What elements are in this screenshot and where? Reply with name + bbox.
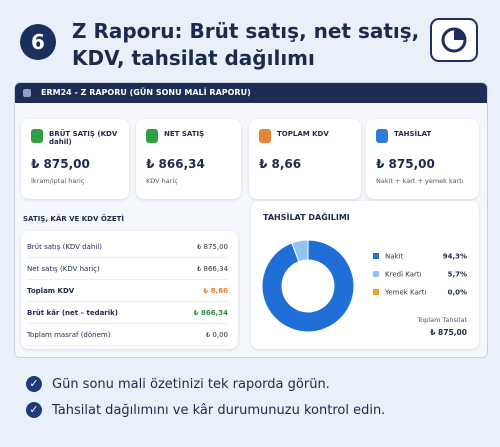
window-title: ERM24 - Z RAPORU (GÜN SONU MALİ RAPORU) xyxy=(41,88,251,97)
card-note: Nakit + kart + yemek kartı xyxy=(376,177,464,185)
title: Z Raporu: Brüt satış, net satış, KDV, ta… xyxy=(72,18,419,72)
legend-label: Kredi Kartı xyxy=(385,271,422,279)
summary-row: Net satış (KDV hariç) ₺ 866,34 xyxy=(27,259,228,280)
card-label: BRÜT SATIŞ (KDV dahil) xyxy=(49,130,118,146)
stat-card: BRÜT SATIŞ (KDV dahil) ₺ 875,00 İkram/ipta… xyxy=(21,119,129,199)
total-label: Toplam Tahsilat xyxy=(417,316,467,324)
card-icon xyxy=(259,129,271,143)
card-value: ₺ 866,34 xyxy=(146,157,205,171)
total-value: ₺ 875,00 xyxy=(430,328,467,337)
report-window: ERM24 - Z RAPORU (GÜN SONU MALİ RAPORU) … xyxy=(14,82,488,358)
card-icon xyxy=(31,129,43,143)
legend-value: 5,7% xyxy=(448,271,467,279)
row-value: ₺ 866,34 xyxy=(193,309,228,317)
row-value: ₺ 8,66 xyxy=(203,287,228,295)
summary-row: Toplam KDV ₺ 8,66 xyxy=(27,281,228,302)
row-label: Toplam masraf (dönem) xyxy=(27,331,111,339)
summary-row: Brüt kâr (net – tedarik) ₺ 866,34 xyxy=(27,303,228,324)
collection-title: TAHSİLAT DAĞILIMI xyxy=(263,213,350,222)
bullet-text: Gün sonu mali özetinizi tek raporda görü… xyxy=(52,376,330,392)
legend-value: 0,0% xyxy=(448,289,467,297)
card-icon xyxy=(146,129,158,143)
report-icon xyxy=(430,18,478,62)
card-note: İkram/iptal hariç xyxy=(31,177,85,185)
donut-slice xyxy=(261,239,355,333)
row-label: Brüt satış (KDV dahil) xyxy=(27,243,102,251)
bullet-text: Tahsilat dağılımını ve kâr durumunuzu ko… xyxy=(52,402,386,418)
legend-swatch xyxy=(373,289,379,295)
row-label: Net satış (KDV hariç) xyxy=(27,265,100,273)
row-value: ₺ 866,34 xyxy=(196,265,228,273)
row-label: Toplam KDV xyxy=(27,287,75,295)
stat-card: NET SATIŞ ₺ 866,34 KDV hariç xyxy=(136,119,241,199)
card-label: NET SATIŞ xyxy=(164,130,205,138)
collection-panel: TAHSİLAT DAĞILIMI Nakit 94,3% Kredi Kartı 5… xyxy=(251,201,479,349)
card-value: ₺ 875,00 xyxy=(376,157,435,171)
title-line: Z Raporu: Brüt satış, net satış, xyxy=(72,19,420,43)
title-line: KDV, tahsilat dağılımı xyxy=(72,46,315,70)
card-icon xyxy=(376,129,388,143)
card-label: TAHSİLAT xyxy=(394,130,432,138)
row-value: ₺ 875,00 xyxy=(196,243,228,251)
summary-table: Brüt satış (KDV dahil) ₺ 875,00 Net satış … xyxy=(21,231,238,349)
card-note: KDV hariç xyxy=(146,177,178,185)
donut-chart: Nakit 94,3% Kredi Kartı 5,7% Yemek Kartı 0,0% xyxy=(261,239,467,333)
legend-label: Yemek Kartı xyxy=(384,289,426,297)
bullet: ✓ Tahsilat dağılımını ve kâr durumunuzu k… xyxy=(26,402,385,418)
stat-card: TAHSİLAT ₺ 875,00 Nakit + kart + yemek kar… xyxy=(366,119,479,199)
bullet: ✓ Gün sonu mali özetinizi tek raporda gör… xyxy=(26,376,330,392)
legend-value: 94,3% xyxy=(443,253,467,261)
summary-row: Toplam masraf (dönem) ₺ 0,00 xyxy=(27,325,228,346)
summary-title: SATIŞ, KÂR VE KDV ÖZETİ xyxy=(23,215,125,223)
legend-swatch xyxy=(373,271,379,277)
stat-card: TOPLAM KDV ₺ 8,66 xyxy=(249,119,361,199)
step-badge: 6 xyxy=(20,24,56,60)
donut-slice xyxy=(291,239,309,263)
row-label: Brüt kâr (net – tedarik) xyxy=(27,309,119,317)
card-value: ₺ 875,00 xyxy=(31,157,90,171)
window-bar: ERM24 - Z RAPORU (GÜN SONU MALİ RAPORU) xyxy=(15,83,487,103)
legend-swatch xyxy=(373,253,379,259)
row-value: ₺ 0,00 xyxy=(205,331,228,339)
summary-row: Brüt satış (KDV dahil) ₺ 875,00 xyxy=(27,237,228,258)
legend-label: Nakit xyxy=(385,253,404,261)
card-value: ₺ 8,66 xyxy=(259,157,302,171)
card-label: TOPLAM KDV xyxy=(277,130,329,138)
